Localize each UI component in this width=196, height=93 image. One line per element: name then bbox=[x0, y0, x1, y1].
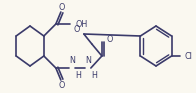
Text: H: H bbox=[91, 71, 97, 80]
Text: N: N bbox=[69, 56, 75, 65]
Text: O: O bbox=[59, 81, 65, 89]
Text: O: O bbox=[107, 35, 113, 44]
Text: OH: OH bbox=[76, 20, 88, 28]
Text: O: O bbox=[59, 3, 65, 12]
Text: O: O bbox=[74, 24, 80, 33]
Text: Cl: Cl bbox=[185, 52, 192, 61]
Text: N: N bbox=[85, 56, 91, 65]
Text: H: H bbox=[75, 71, 81, 80]
